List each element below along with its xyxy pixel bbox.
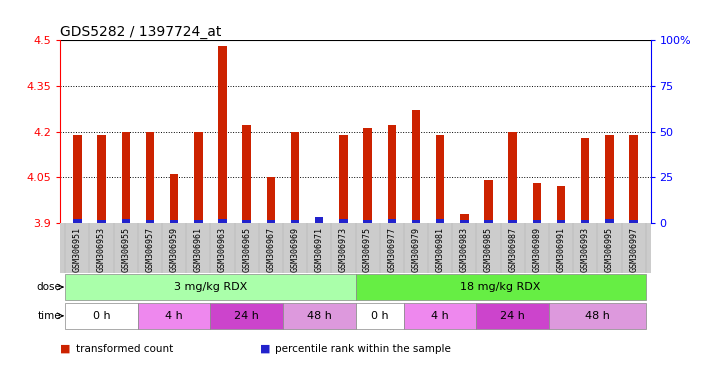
Bar: [436, 219, 444, 223]
Bar: [210, 303, 283, 329]
Bar: [283, 303, 356, 329]
Text: 24 h: 24 h: [234, 311, 259, 321]
Bar: [356, 274, 646, 300]
Bar: [508, 220, 517, 223]
Text: transformed count: transformed count: [76, 344, 173, 354]
Text: ■: ■: [60, 343, 71, 353]
Text: 0 h: 0 h: [371, 311, 388, 321]
Bar: [291, 131, 299, 223]
Bar: [605, 219, 614, 223]
Bar: [363, 129, 372, 223]
Text: GSM306979: GSM306979: [412, 227, 420, 272]
Bar: [315, 217, 324, 223]
Bar: [387, 219, 396, 223]
Text: GSM306985: GSM306985: [484, 227, 493, 272]
Text: GDS5282 / 1397724_at: GDS5282 / 1397724_at: [60, 25, 222, 39]
Bar: [97, 134, 106, 223]
Bar: [267, 220, 275, 223]
Text: dose: dose: [37, 282, 62, 292]
Bar: [605, 134, 614, 223]
Bar: [122, 219, 130, 223]
Text: ■: ■: [260, 343, 270, 353]
Text: GSM306953: GSM306953: [97, 227, 106, 272]
Bar: [557, 220, 565, 223]
Bar: [533, 220, 541, 223]
Bar: [533, 183, 541, 223]
Text: 4 h: 4 h: [432, 311, 449, 321]
Text: GSM306993: GSM306993: [581, 227, 589, 272]
Bar: [194, 220, 203, 223]
Text: 24 h: 24 h: [501, 311, 525, 321]
Text: GSM306983: GSM306983: [460, 227, 469, 272]
Bar: [629, 220, 638, 223]
Text: GSM306997: GSM306997: [629, 227, 638, 272]
Text: GSM306957: GSM306957: [146, 227, 154, 272]
Bar: [484, 180, 493, 223]
Text: GSM306959: GSM306959: [170, 227, 178, 272]
Text: GSM306989: GSM306989: [533, 227, 541, 272]
Bar: [194, 131, 203, 223]
Bar: [404, 303, 476, 329]
Bar: [581, 137, 589, 223]
Bar: [557, 186, 565, 223]
Bar: [170, 174, 178, 223]
Bar: [629, 134, 638, 223]
Bar: [170, 220, 178, 223]
Bar: [508, 131, 517, 223]
Text: GSM306973: GSM306973: [339, 227, 348, 272]
Text: GSM306961: GSM306961: [194, 227, 203, 272]
Bar: [122, 131, 130, 223]
Bar: [339, 134, 348, 223]
Bar: [315, 220, 324, 223]
Bar: [97, 220, 106, 223]
Text: percentile rank within the sample: percentile rank within the sample: [275, 344, 451, 354]
Text: GSM306975: GSM306975: [363, 227, 372, 272]
Bar: [460, 220, 469, 223]
Bar: [549, 303, 646, 329]
Text: GSM306971: GSM306971: [315, 227, 324, 272]
Text: GSM306977: GSM306977: [387, 227, 396, 272]
Text: GSM306981: GSM306981: [436, 227, 444, 272]
Bar: [73, 134, 82, 223]
Bar: [387, 126, 396, 223]
Bar: [146, 131, 154, 223]
Bar: [412, 220, 420, 223]
Bar: [436, 134, 444, 223]
Text: GSM306967: GSM306967: [267, 227, 275, 272]
Bar: [476, 303, 549, 329]
Bar: [356, 303, 404, 329]
Bar: [460, 214, 469, 223]
Text: GSM306969: GSM306969: [291, 227, 299, 272]
Bar: [218, 219, 227, 223]
Text: 3 mg/kg RDX: 3 mg/kg RDX: [173, 282, 247, 292]
Text: GSM306955: GSM306955: [122, 227, 130, 272]
Bar: [484, 220, 493, 223]
Bar: [363, 220, 372, 223]
Bar: [581, 220, 589, 223]
Text: GSM306995: GSM306995: [605, 227, 614, 272]
Bar: [138, 303, 210, 329]
Bar: [339, 219, 348, 223]
Text: time: time: [38, 311, 62, 321]
Bar: [65, 274, 356, 300]
Bar: [242, 220, 251, 223]
Text: GSM306963: GSM306963: [218, 227, 227, 272]
Bar: [267, 177, 275, 223]
Bar: [242, 126, 251, 223]
Text: 48 h: 48 h: [306, 311, 331, 321]
Text: 48 h: 48 h: [585, 311, 610, 321]
Text: GSM306951: GSM306951: [73, 227, 82, 272]
Bar: [65, 303, 138, 329]
Bar: [146, 220, 154, 223]
Text: 0 h: 0 h: [92, 311, 110, 321]
Text: 18 mg/kg RDX: 18 mg/kg RDX: [461, 282, 541, 292]
Text: 4 h: 4 h: [165, 311, 183, 321]
Bar: [73, 219, 82, 223]
Text: GSM306991: GSM306991: [557, 227, 565, 272]
Text: GSM306987: GSM306987: [508, 227, 517, 272]
Text: GSM306965: GSM306965: [242, 227, 251, 272]
Bar: [412, 110, 420, 223]
Bar: [218, 46, 227, 223]
Bar: [291, 220, 299, 223]
